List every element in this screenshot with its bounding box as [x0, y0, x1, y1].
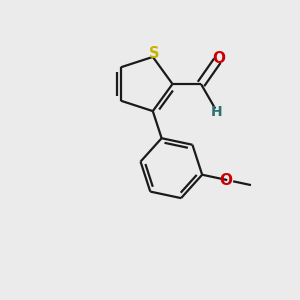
Text: O: O — [219, 172, 232, 188]
Text: H: H — [211, 105, 223, 119]
Text: S: S — [149, 46, 160, 62]
Text: O: O — [212, 51, 225, 66]
